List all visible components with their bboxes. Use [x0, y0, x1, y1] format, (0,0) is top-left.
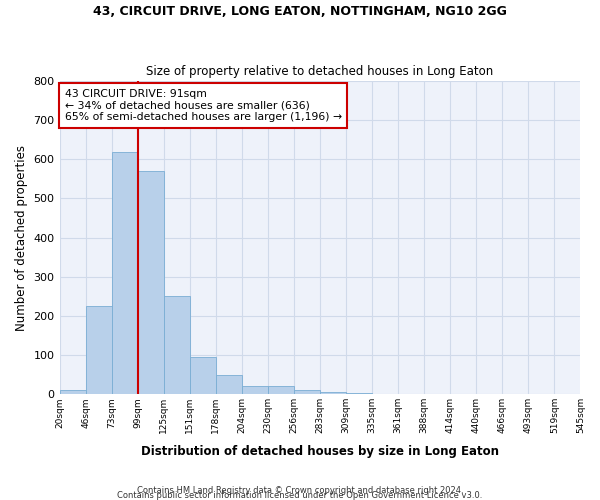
Bar	[268, 386, 294, 394]
Bar	[294, 390, 320, 394]
Title: Size of property relative to detached houses in Long Eaton: Size of property relative to detached ho…	[146, 66, 494, 78]
Text: Contains HM Land Registry data © Crown copyright and database right 2024.: Contains HM Land Registry data © Crown c…	[137, 486, 463, 495]
Bar	[137, 171, 164, 394]
Bar	[59, 390, 86, 394]
Text: Contains public sector information licensed under the Open Government Licence v3: Contains public sector information licen…	[118, 491, 482, 500]
X-axis label: Distribution of detached houses by size in Long Eaton: Distribution of detached houses by size …	[141, 444, 499, 458]
Bar	[216, 376, 242, 394]
Bar	[164, 296, 190, 394]
Bar	[190, 357, 216, 394]
Text: 43, CIRCUIT DRIVE, LONG EATON, NOTTINGHAM, NG10 2GG: 43, CIRCUIT DRIVE, LONG EATON, NOTTINGHA…	[93, 5, 507, 18]
Bar	[242, 386, 268, 394]
Text: 43 CIRCUIT DRIVE: 91sqm
← 34% of detached houses are smaller (636)
65% of semi-d: 43 CIRCUIT DRIVE: 91sqm ← 34% of detache…	[65, 89, 342, 122]
Bar	[320, 392, 346, 394]
Y-axis label: Number of detached properties: Number of detached properties	[15, 144, 28, 330]
Bar	[112, 152, 137, 394]
Bar	[86, 306, 112, 394]
